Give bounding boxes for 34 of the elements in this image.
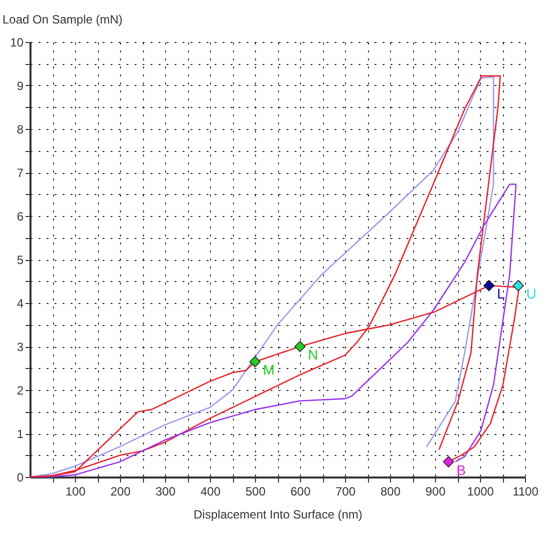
x-tick-label: 900: [425, 484, 446, 498]
x-tick-label: 700: [335, 484, 356, 498]
y-tick-label: 10: [10, 36, 24, 50]
y-tick-label: 0: [16, 470, 24, 484]
series-label: L: [497, 286, 505, 302]
x-tick-label: 600: [290, 484, 311, 498]
x-axis-title: Displacement Into Surface (nm): [194, 508, 362, 522]
point: [294, 340, 306, 352]
y-tick-label: 2: [16, 384, 24, 398]
y-tick-label: 1: [16, 427, 24, 441]
point: [512, 280, 524, 292]
x-tick-label: 800: [380, 484, 401, 498]
series-label: M: [263, 362, 275, 378]
x-tick-label: 400: [200, 484, 221, 498]
y-tick-label: 9: [16, 79, 24, 93]
x-tick-label: 100: [65, 484, 86, 498]
x-tick-label: 500: [245, 484, 266, 498]
y-tick-label: 6: [16, 210, 24, 224]
point: [249, 356, 261, 368]
y-tick-label: 5: [16, 253, 24, 267]
x-tick-label: 1000: [467, 484, 494, 498]
series-label: N: [308, 346, 318, 362]
y-tick-label: 8: [16, 122, 24, 136]
series-label: U: [526, 286, 536, 302]
x-tick-label: 1100: [512, 484, 539, 498]
y-tick-label: 3: [16, 340, 24, 354]
y-tick-label: 7: [16, 166, 24, 180]
y-tick-label: 4: [16, 296, 24, 310]
point: [442, 456, 454, 468]
series-label: B: [456, 462, 466, 478]
y-axis-title: Load On Sample (mN): [2, 12, 123, 26]
x-tick-label: 300: [155, 484, 176, 498]
point: [483, 280, 495, 292]
x-tick-label: 200: [110, 484, 131, 498]
